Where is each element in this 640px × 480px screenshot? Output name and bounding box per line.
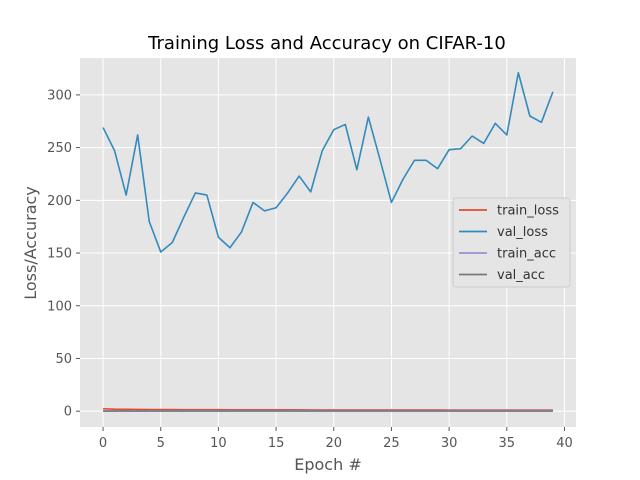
x-tick-label: 20 [325,436,342,451]
legend-box [452,197,571,288]
x-tick-label: 10 [210,436,227,451]
legend-label: val_loss [497,225,548,240]
y-axis-label: Loss/Accuracy [21,186,40,300]
y-tick-label: 250 [47,141,72,156]
x-tick-label: 30 [441,436,458,451]
x-tick-label: 40 [556,436,573,451]
legend-label: val_acc [497,268,545,283]
y-tick-label: 200 [47,194,72,209]
x-tick-label: 35 [499,436,516,451]
y-tick-labels: 0 50 100 150 200 250 300 [47,88,80,420]
legend-label: train_acc [497,247,556,262]
x-tick-label: 5 [157,436,165,451]
legend: train_loss val_loss train_acc val_acc [452,197,571,288]
x-tick-label: 15 [268,436,285,451]
legend-label: train_loss [497,204,559,219]
y-tick-label: 300 [47,88,72,103]
series-lines [102,71,554,412]
y-tick-label: 100 [47,299,72,314]
x-axis-label: Epoch # [294,455,361,474]
y-tick-label: 150 [47,247,72,262]
series-line-val-loss [102,71,554,253]
x-tick-label: 0 [99,436,107,451]
y-tick-label: 0 [64,405,72,420]
chart-title: Training Loss and Accuracy on CIFAR-10 [147,33,506,54]
x-tick-label: 25 [383,436,400,451]
x-tick-labels: 0 5 10 15 20 25 30 35 40 [99,427,573,451]
y-tick-label: 50 [55,352,72,367]
